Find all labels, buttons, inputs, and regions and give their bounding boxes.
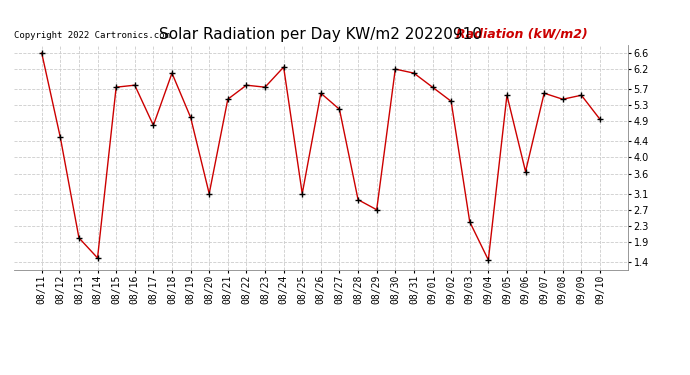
Text: Radiation (kW/m2): Radiation (kW/m2) bbox=[456, 27, 588, 40]
Title: Solar Radiation per Day KW/m2 20220910: Solar Radiation per Day KW/m2 20220910 bbox=[159, 27, 482, 42]
Text: Copyright 2022 Cartronics.com: Copyright 2022 Cartronics.com bbox=[14, 32, 170, 40]
